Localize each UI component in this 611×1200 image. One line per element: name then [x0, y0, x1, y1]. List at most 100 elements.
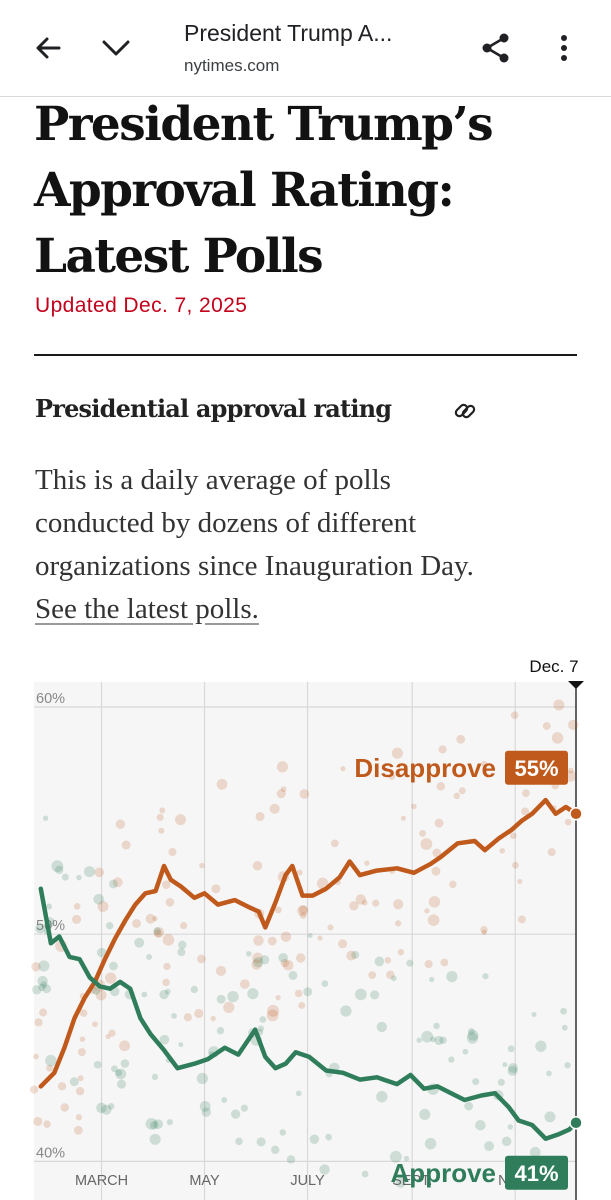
poll-dot — [83, 866, 96, 878]
poll-dot — [507, 1065, 518, 1076]
browser-toolbar: President Trump A... nytimes.com — [0, 0, 611, 97]
poll-dot — [259, 1016, 267, 1023]
see-latest-polls-link[interactable]: See the latest polls. — [35, 593, 259, 625]
poll-dot — [278, 952, 288, 963]
poll-dot — [467, 1028, 475, 1035]
poll-dot — [149, 1120, 159, 1130]
poll-dot — [544, 1111, 556, 1123]
poll-dot — [183, 1013, 192, 1022]
poll-dot — [141, 991, 148, 998]
poll-dot — [210, 1015, 216, 1022]
value-badge-approve — [505, 1155, 568, 1190]
poll-dot — [75, 1114, 83, 1121]
poll-dot — [94, 867, 105, 878]
poll-dot — [499, 848, 506, 854]
poll-dot — [349, 901, 359, 911]
poll-dot — [395, 1177, 406, 1188]
poll-dot — [298, 1001, 306, 1009]
poll-dot — [168, 848, 177, 857]
poll-dot — [453, 792, 461, 800]
poll-dot — [274, 906, 282, 914]
poll-dot — [464, 1101, 474, 1111]
series-lines — [38, 797, 583, 1141]
description-line: organizations since Inauguration Day. — [35, 550, 474, 582]
poll-dot — [428, 896, 441, 908]
poll-dot — [466, 1032, 479, 1044]
poll-dot — [542, 722, 551, 730]
poll-dot — [253, 935, 264, 946]
poll-dot — [294, 989, 303, 998]
x-tick-label: MARCH — [75, 1173, 128, 1189]
poll-dot — [46, 1064, 54, 1072]
poll-dot — [115, 819, 126, 829]
back-arrow-icon — [36, 37, 61, 59]
line-approve — [38, 886, 579, 1141]
poll-dot — [270, 1145, 280, 1155]
poll-dot — [361, 899, 368, 906]
poll-dot — [303, 987, 313, 997]
poll-dot — [255, 812, 265, 822]
poll-dot — [159, 807, 166, 814]
more-options-button[interactable] — [538, 22, 590, 74]
poll-dot — [467, 1029, 479, 1041]
poll-dot — [510, 711, 519, 720]
poll-dot — [145, 913, 156, 924]
poll-dot — [164, 988, 171, 995]
current-date-label: Dec. 7 — [529, 657, 578, 676]
poll-dot — [509, 832, 517, 840]
poll-dot — [115, 1069, 123, 1077]
poll-dot — [327, 924, 334, 931]
back-button[interactable] — [22, 22, 74, 74]
poll-dot — [93, 1060, 102, 1069]
poll-dot — [427, 914, 440, 927]
y-tick-label: 40% — [36, 1145, 65, 1161]
poll-dot — [481, 760, 488, 767]
share-button[interactable] — [470, 22, 522, 74]
poll-dot — [433, 1022, 440, 1030]
poll-dot — [531, 1012, 537, 1018]
series-label-approve: Approve — [391, 1158, 496, 1188]
poll-dot — [522, 789, 530, 797]
link-icon[interactable] — [452, 398, 478, 424]
poll-dot — [420, 838, 433, 850]
poll-dot — [296, 953, 306, 963]
page-url: nytimes.com — [184, 56, 280, 75]
poll-dot — [33, 1116, 43, 1126]
poll-dot — [507, 1124, 514, 1130]
poll-dot — [162, 978, 170, 987]
poll-dot — [475, 1119, 486, 1131]
poll-dot — [279, 1129, 287, 1136]
poll-dot — [434, 818, 444, 828]
poll-dot — [31, 962, 41, 972]
poll-dot — [39, 1008, 48, 1017]
poll-dot — [121, 840, 131, 850]
page-tab-title: President Trump A... — [184, 20, 393, 46]
collapse-button[interactable] — [90, 22, 142, 74]
poll-dot — [376, 1021, 388, 1033]
poll-dot — [288, 970, 298, 980]
poll-dot — [153, 927, 161, 935]
poll-dot — [93, 893, 105, 905]
poll-dot — [416, 1037, 422, 1043]
poll-dot — [484, 1141, 495, 1152]
y-tick-label: 60% — [36, 691, 65, 707]
poll-dot — [75, 1086, 85, 1096]
poll-dot — [384, 957, 392, 964]
poll-dot — [276, 761, 289, 773]
poll-dot — [502, 1062, 508, 1068]
poll-dot — [175, 814, 187, 826]
poll-dot — [391, 975, 397, 982]
poll-dot — [211, 884, 221, 894]
poll-dot — [391, 747, 403, 759]
poll-dot — [165, 897, 175, 907]
poll-dot — [501, 1136, 512, 1147]
poll-dot — [197, 954, 206, 964]
poll-dot — [149, 1133, 161, 1145]
poll-dot — [354, 988, 367, 1001]
poll-dot — [374, 956, 385, 967]
series-label-disapprove: Disapprove — [354, 753, 496, 783]
x-tick-label: SEPT. — [392, 1173, 432, 1189]
poll-dot — [376, 1090, 388, 1103]
poll-dot — [370, 990, 380, 1000]
poll-dot — [252, 957, 264, 968]
